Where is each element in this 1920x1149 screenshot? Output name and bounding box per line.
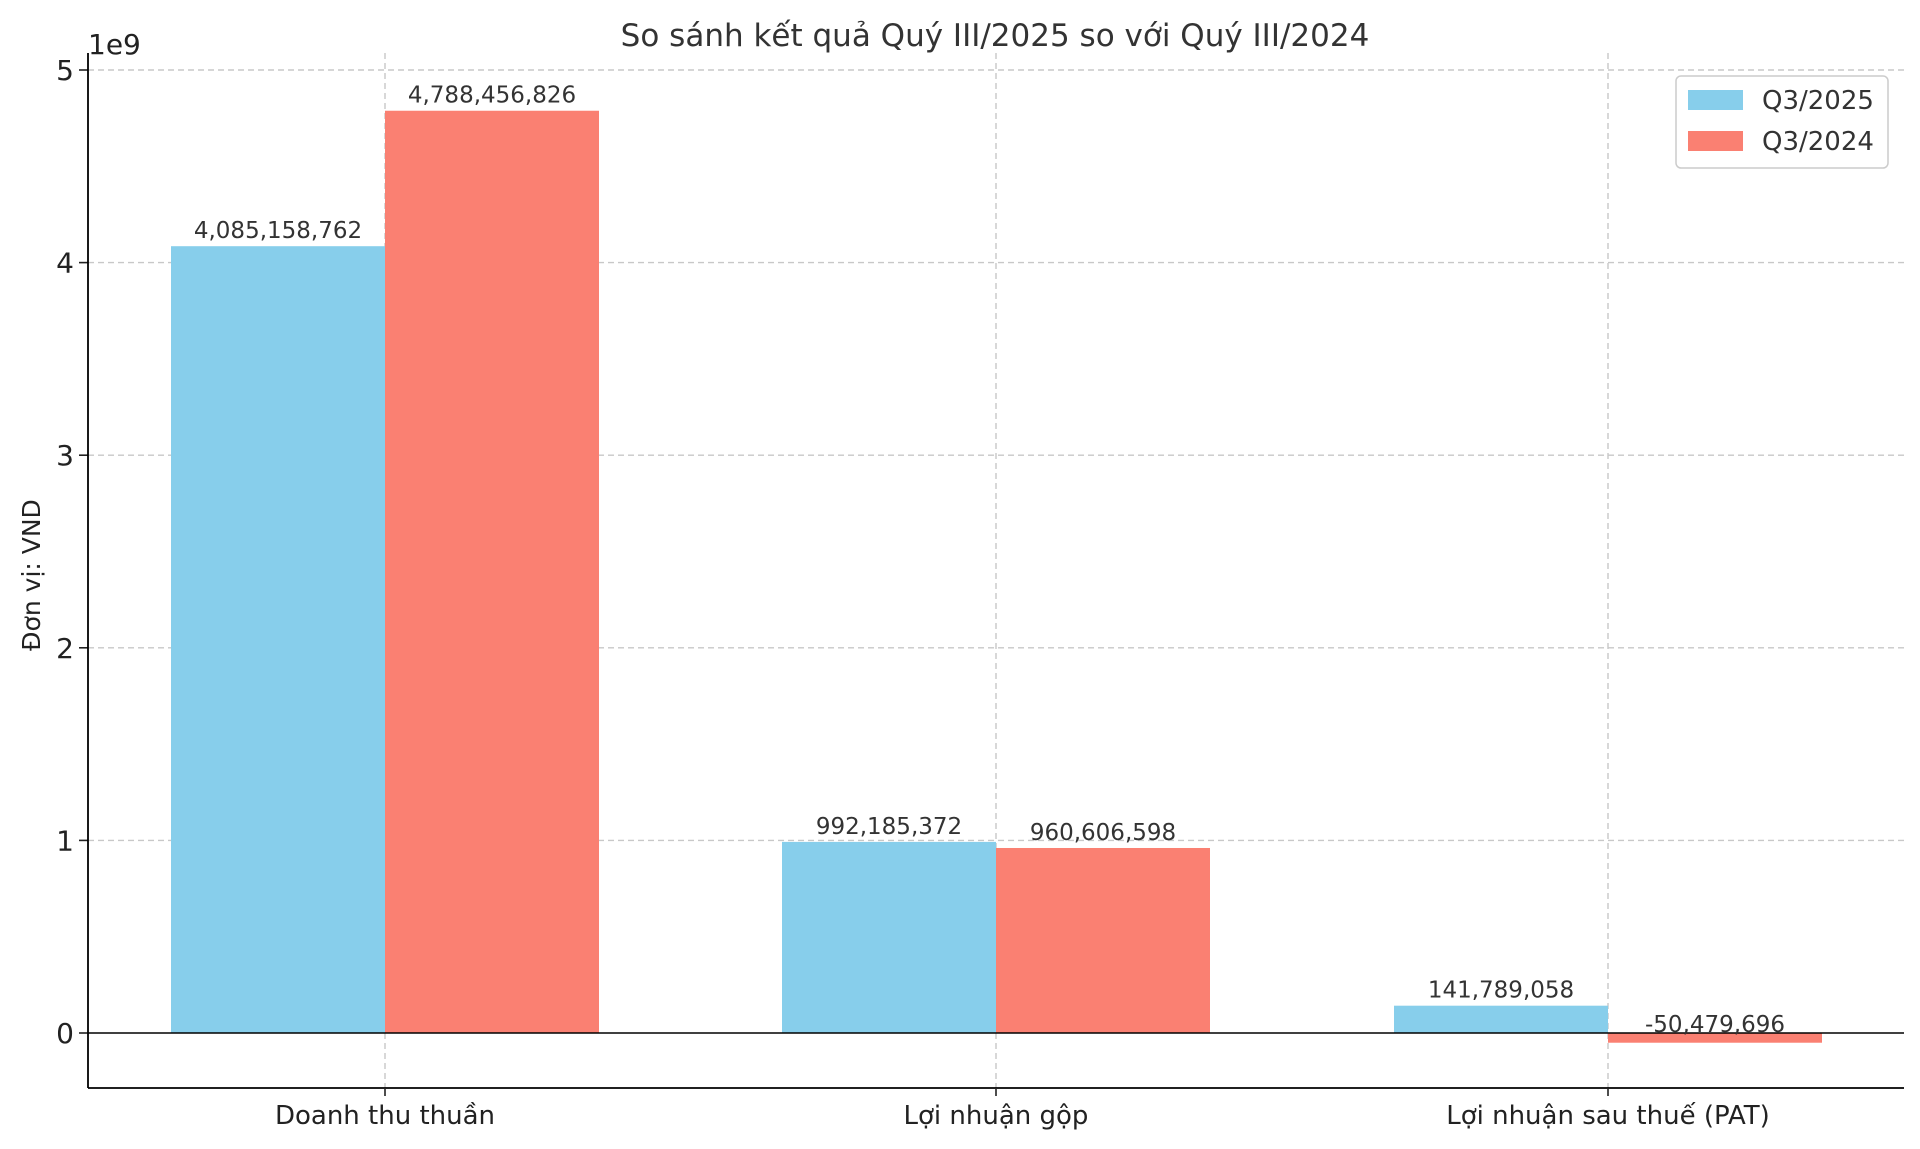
legend-label-q3-2024: Q3/2024 <box>1762 127 1874 157</box>
legend-label-q3-2025: Q3/2025 <box>1762 86 1874 116</box>
y-tick-label: 0 <box>56 1017 74 1050</box>
bars-layer <box>171 110 1822 1043</box>
y-tick-label: 4 <box>56 247 74 280</box>
legend-swatch-q3-2024 <box>1688 131 1743 151</box>
bar-value-label: 992,185,372 <box>816 814 962 840</box>
bar-q3-2024 <box>1608 1033 1822 1043</box>
y-tick-label: 5 <box>56 54 74 87</box>
x-tick-label: Lợi nhuận sau thuế (PAT) <box>1446 1101 1770 1131</box>
axes-layer: 0 1 2 3 4 5 Doanh thu thuần Lợi nhuận gộp Lợi nh… <box>56 53 1904 1131</box>
y-tick-label: 2 <box>56 632 74 665</box>
bar-value-label: 141,789,058 <box>1428 978 1574 1004</box>
bar-value-label: -50,479,696 <box>1645 1012 1785 1038</box>
bar-value-label: 4,085,158,762 <box>194 218 362 244</box>
bar-q3-2024 <box>385 110 599 1033</box>
y-axis-label: Đơn vị: VND <box>17 499 46 651</box>
x-tick-label: Lợi nhuận gộp <box>904 1101 1089 1131</box>
y-axis-scale-label: 1e9 <box>88 28 141 61</box>
bar-q3-2024 <box>996 847 1210 1033</box>
legend-swatch-q3-2025 <box>1688 90 1743 110</box>
bar-q3-2025 <box>1394 1005 1608 1033</box>
y-tick-label: 3 <box>56 439 74 472</box>
legend: Q3/2025 Q3/2024 <box>1675 75 1889 169</box>
chart-title: So sánh kết quả Quý III/2025 so với Quý … <box>621 18 1370 54</box>
y-tick-label: 1 <box>56 824 74 857</box>
bar-value-label: 960,606,598 <box>1030 820 1176 846</box>
bar-value-label: 4,788,456,826 <box>408 83 576 109</box>
bar-q3-2025 <box>782 841 996 1033</box>
bar-q3-2025 <box>171 246 385 1033</box>
x-tick-label: Doanh thu thuần <box>275 1101 495 1131</box>
value-labels-layer: 4,085,158,762 992,185,372 141,789,058 4,788… <box>194 83 1785 1038</box>
